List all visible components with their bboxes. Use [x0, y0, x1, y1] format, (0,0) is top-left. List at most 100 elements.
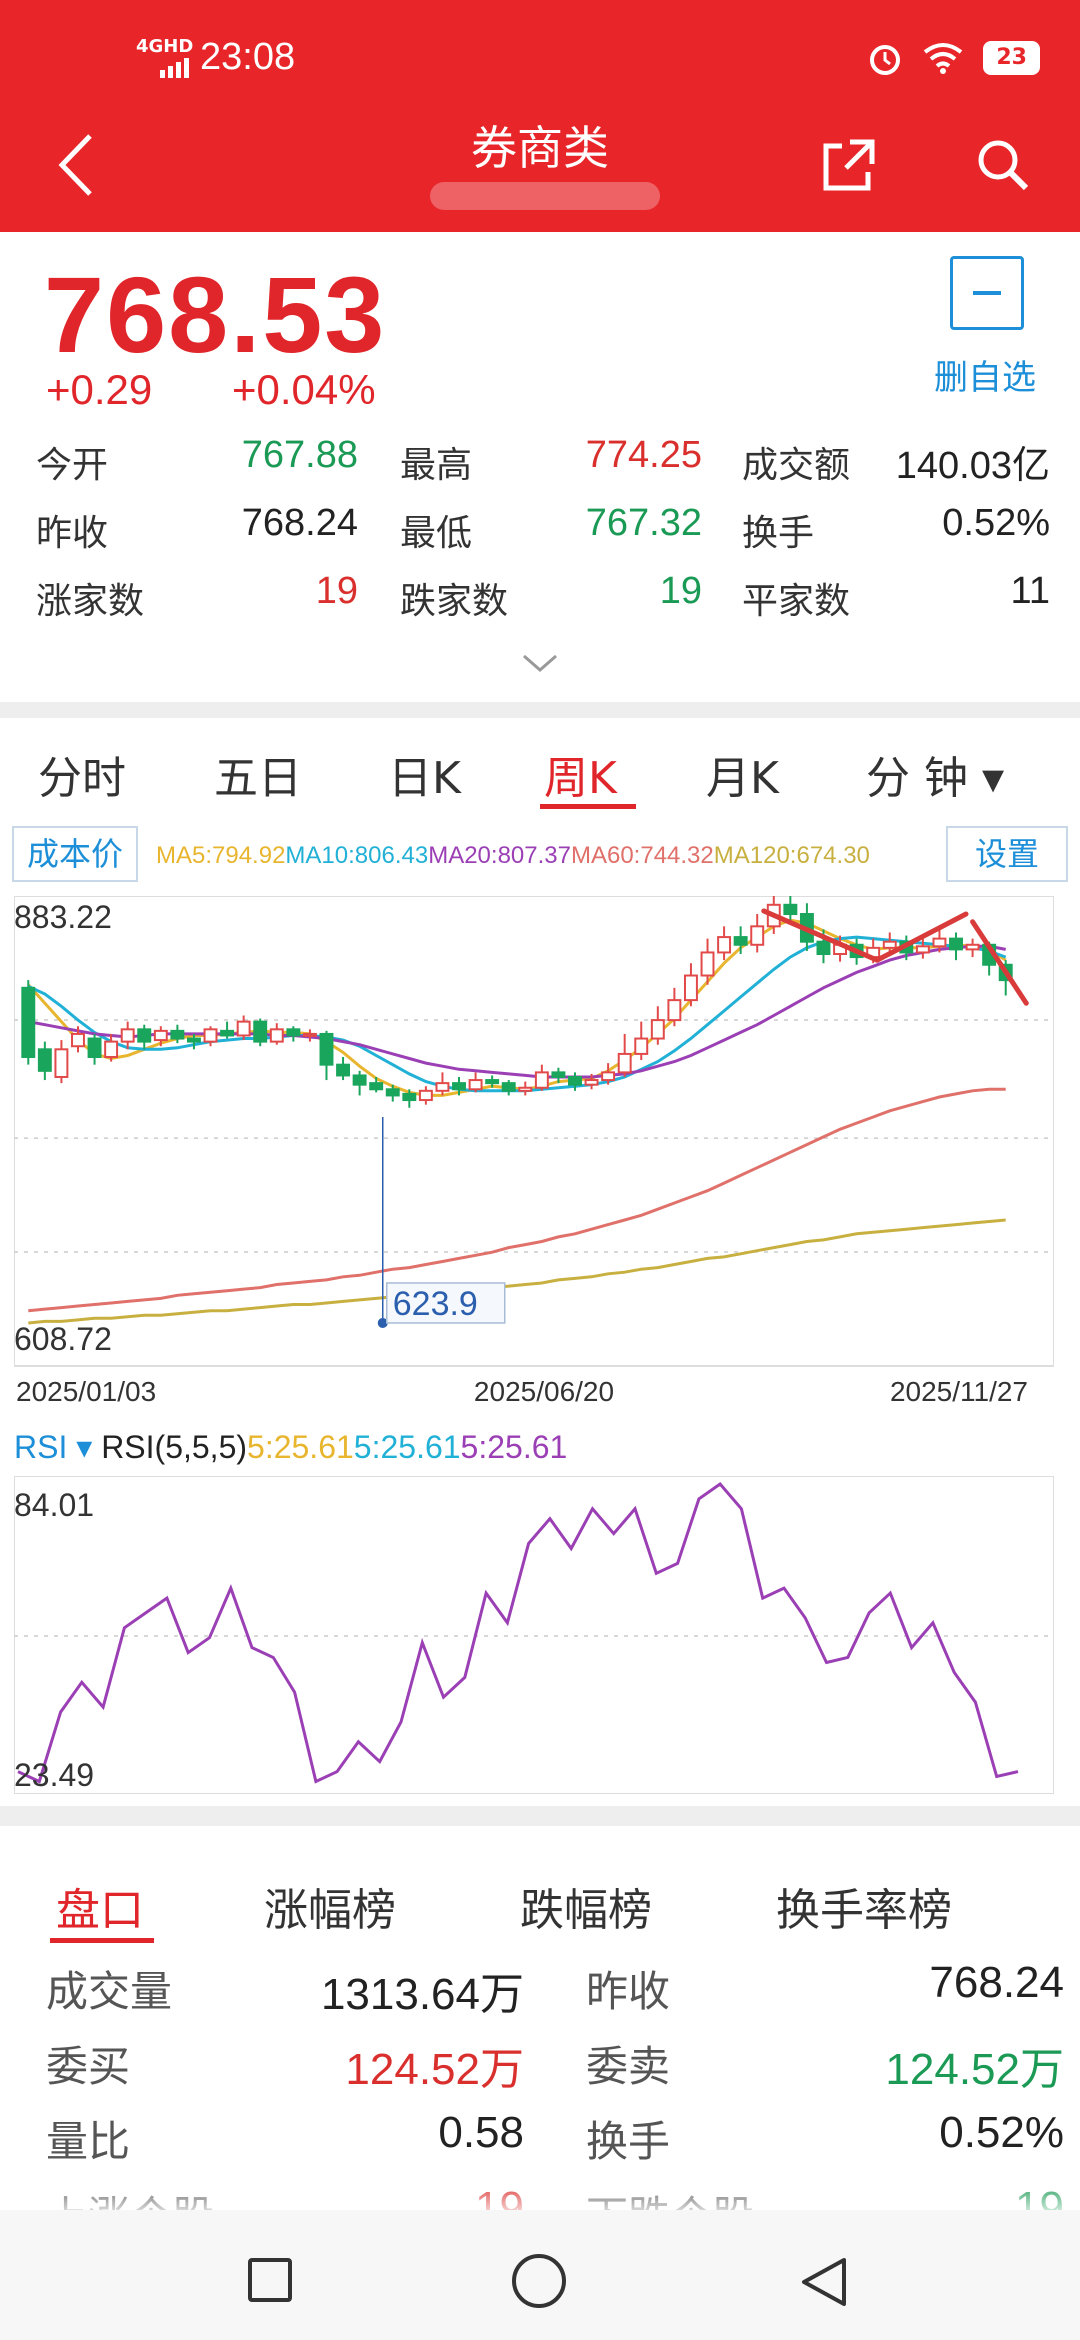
- share-icon[interactable]: [820, 136, 878, 194]
- page-title: 券商类: [471, 121, 609, 175]
- tab-period-0[interactable]: 分时: [38, 753, 126, 804]
- candle-body: [733, 936, 748, 946]
- kline-frame: [14, 896, 1054, 1367]
- candle-body: [71, 1032, 85, 1048]
- candle-body: [186, 1037, 201, 1043]
- active-tab-underline: [540, 804, 636, 809]
- tab-period-1[interactable]: 五日: [214, 753, 302, 804]
- chart-settings-button[interactable]: 设置: [946, 826, 1068, 882]
- rsi-y-max-label: 84.01: [14, 1487, 94, 1523]
- tab-ranking-3[interactable]: 换手率榜: [776, 1885, 952, 1936]
- rsi-y-min-label: 23.49: [14, 1757, 94, 1793]
- candle-body: [352, 1074, 367, 1086]
- candle-body: [617, 1052, 632, 1074]
- detail-label: 成交量: [46, 1967, 173, 2016]
- candle-body: [435, 1082, 450, 1092]
- rsi-frame: [14, 1476, 1054, 1794]
- tab-period-2[interactable]: 日K: [388, 753, 461, 804]
- detail-label: 量比: [46, 2117, 131, 2166]
- detail-value: 1313.64万: [320, 1970, 524, 2019]
- nav-back-icon[interactable]: [796, 2254, 852, 2310]
- weekly-kline-chart[interactable]: 623.9 883.22 608.72 2025/01/03 2025/06/20 202…: [14, 896, 1054, 1416]
- candle-body: [667, 999, 682, 1022]
- recent-apps-icon[interactable]: [248, 2258, 292, 2302]
- x-axis-label: 2025/11/27: [890, 1376, 1028, 1407]
- tab-period-4[interactable]: 月K: [706, 753, 779, 804]
- price-change-percent: +0.04%: [232, 366, 376, 413]
- rsi-legend-value: 5:25.61: [247, 1429, 354, 1465]
- candle-body: [269, 1028, 284, 1043]
- ma-line-MA20: [28, 944, 1006, 1079]
- candle-body: [319, 1032, 334, 1066]
- price-change: +0.29: [46, 366, 153, 413]
- quote-value: 11: [1010, 570, 1050, 612]
- candle-body: [385, 1088, 400, 1097]
- tab-period-3[interactable]: 周K: [544, 753, 617, 804]
- tab-ranking-0[interactable]: 盘口: [56, 1885, 144, 1936]
- candle-body: [551, 1071, 566, 1078]
- candle-body: [104, 1040, 119, 1058]
- ma-legend-item: MA5:794.92: [156, 842, 286, 869]
- rsi-indicator-menu[interactable]: RSI ▾: [14, 1429, 102, 1465]
- rsi-legend: RSI ▾ RSI(5,5,5)5:25.615:25.615:25.61: [14, 1428, 567, 1466]
- rsi-line: [17, 1481, 1019, 1784]
- low-annotation-box: [386, 1282, 506, 1324]
- trend-mark: [970, 919, 1029, 1006]
- subtitle-blurred: [430, 182, 660, 210]
- quote-label: 平家数: [742, 581, 851, 622]
- quote-label: 最低: [400, 513, 473, 554]
- cost-price-button[interactable]: 成本价: [12, 826, 138, 882]
- home-icon[interactable]: [512, 2254, 566, 2308]
- candle-body: [120, 1028, 135, 1043]
- last-price: 768.53: [44, 254, 387, 375]
- ma-legend-item: MA120:674.30: [713, 842, 870, 869]
- candle-body: [750, 925, 765, 946]
- candle-body: [601, 1071, 616, 1082]
- quote-label: 最高: [400, 445, 473, 486]
- detail-row: 委买 124.52万 委卖 124.52万: [0, 2033, 1080, 2103]
- rsi-legend-value: 5:25.61: [460, 1429, 568, 1465]
- candle-body: [452, 1082, 466, 1091]
- candle-body: [203, 1028, 218, 1043]
- status-icons: 23: [867, 40, 1040, 76]
- rsi-legend-value: 5:25.61: [353, 1429, 461, 1465]
- search-icon[interactable]: [974, 136, 1032, 194]
- quote-label: 今开: [36, 445, 109, 486]
- rsi-chart[interactable]: 84.01 23.49: [14, 1476, 1054, 1794]
- candle-body: [220, 1029, 235, 1037]
- top-header: 4GHD 23:08 23 券商类: [0, 0, 1080, 232]
- candle-body: [87, 1037, 102, 1058]
- y-max-label: 883.22: [14, 899, 112, 935]
- candle-body: [932, 937, 947, 948]
- chevron-down-icon[interactable]: [520, 652, 560, 676]
- quote-value: 767.88: [241, 434, 358, 476]
- detail-label: 换手: [586, 2117, 671, 2166]
- remove-watchlist-label[interactable]: 删自选: [934, 358, 1036, 398]
- detail-row: 量比 0.58 换手 0.52%: [0, 2108, 1080, 2178]
- quote-row: 涨家数 19 跌家数 19 平家数 11: [0, 566, 1080, 626]
- candle-body: [700, 951, 715, 977]
- back-arrow-icon[interactable]: [50, 130, 100, 200]
- y-min-label: 608.72: [14, 1321, 112, 1357]
- ma-line-MA60: [28, 1087, 1006, 1313]
- candle-body: [236, 1020, 251, 1037]
- tab-ranking-2[interactable]: 跌幅榜: [520, 1885, 652, 1936]
- candle-body: [650, 1019, 665, 1040]
- ma-legend-item: MA60:744.32: [570, 842, 714, 869]
- remove-watchlist-button[interactable]: [950, 256, 1024, 330]
- status-time: 23:08: [200, 36, 296, 78]
- candle-body: [915, 945, 930, 954]
- system-nav-bar: [0, 2210, 1080, 2340]
- candle-body: [286, 1028, 301, 1037]
- candle-body: [21, 986, 36, 1058]
- battery-indicator: 23: [983, 41, 1040, 75]
- candle-body: [584, 1079, 599, 1086]
- candle-body: [137, 1028, 152, 1043]
- candle-body: [468, 1079, 483, 1091]
- quote-value: 774.25: [585, 434, 702, 476]
- quote-value: 767.32: [585, 502, 702, 544]
- x-axis-label: 2025/01/03: [16, 1376, 156, 1407]
- candle-body: [402, 1092, 417, 1102]
- tab-ranking-1[interactable]: 涨幅榜: [264, 1885, 396, 1936]
- tab-period-5[interactable]: 分 钟 ▾: [866, 753, 1005, 804]
